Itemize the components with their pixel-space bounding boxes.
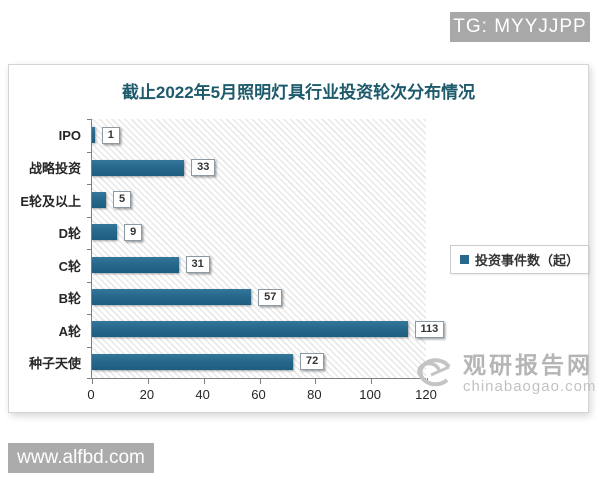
category-label: C轮: [58, 258, 81, 274]
brand-watermark: 观研报告网 chinabaogao.com: [409, 347, 596, 399]
bar-row: 5: [92, 184, 426, 216]
plot-area: 1 33 5 9 31 57 113 72: [87, 119, 445, 384]
value-label: 1: [101, 126, 120, 144]
x-axis-tick: [315, 378, 317, 384]
y-axis-tick: [87, 314, 92, 315]
bar-row: 31: [92, 249, 426, 281]
legend: 投资事件数（起）: [450, 245, 590, 274]
y-axis-tick: [87, 346, 92, 348]
category-label: 战略投资: [28, 161, 81, 177]
x-axis-tick: [259, 378, 261, 384]
category-label: D轮: [58, 226, 81, 242]
bar: [92, 127, 95, 144]
y-axis-tick: [87, 216, 92, 218]
bar-row: 1: [92, 119, 426, 151]
value-label: 57: [258, 288, 283, 306]
y-axis-tick: [87, 378, 92, 379]
chart-panel: 截止2022年5月照明灯具行业投资轮次分布情况 IPO 战略投资 E轮及以上 D轮 C轮…: [8, 64, 595, 413]
bar-row: 9: [92, 216, 426, 248]
telegram-watermark-badge: TG: MYYJJPP: [450, 12, 590, 42]
value-label: 33: [191, 159, 216, 177]
bar: [92, 224, 118, 241]
legend-marker-icon: [460, 255, 469, 264]
bar: [92, 256, 179, 273]
x-axis-tick-labels: 0 20 40 60 80 100 120: [87, 387, 436, 405]
bar-row: 57: [92, 281, 426, 313]
bar: [92, 191, 106, 208]
bar: [92, 289, 252, 306]
chart-title: 截止2022年5月照明灯具行业投资轮次分布情况: [121, 83, 476, 102]
category-label: B轮: [58, 291, 81, 307]
x-axis-tick-label: 120: [415, 387, 437, 402]
bar: [92, 353, 293, 370]
y-axis-tick: [87, 249, 92, 250]
x-axis-tick: [203, 378, 205, 384]
bar: [92, 321, 408, 338]
bar-row: 72: [92, 346, 426, 378]
category-label: IPO: [58, 127, 81, 143]
x-axis-tick: [371, 378, 373, 384]
value-label: 9: [124, 223, 143, 241]
brand-text: 观研报告网 chinabaogao.com: [463, 352, 596, 395]
y-axis-category-labels: IPO 战略投资 E轮及以上 D轮 C轮 B轮 A轮种子天使: [9, 119, 89, 379]
x-axis-tick: [147, 378, 149, 384]
value-label: 31: [185, 256, 210, 274]
category-label: A轮: [58, 323, 81, 339]
brand-domain: chinabaogao.com: [463, 377, 597, 395]
x-axis-tick: [92, 378, 93, 384]
site-watermark-badge: www.alfbd.com: [8, 443, 154, 473]
brand-logo-icon: [417, 358, 451, 387]
x-axis-tick-label: 60: [251, 387, 266, 402]
bar: [92, 159, 185, 176]
y-axis-tick: [87, 119, 92, 120]
x-axis-tick-label: 80: [307, 387, 322, 402]
value-label: 5: [113, 191, 132, 209]
category-label: 种子天使: [28, 356, 81, 372]
value-label: 113: [414, 320, 445, 338]
x-axis-tick-label: 100: [359, 387, 382, 402]
x-axis-tick-label: 20: [139, 387, 155, 402]
x-axis-tick-label: 40: [195, 387, 210, 402]
value-label: 72: [300, 353, 325, 371]
bar-row: 113: [92, 313, 445, 345]
x-axis-tick-label: 0: [87, 387, 95, 402]
category-label: E轮及以上: [20, 193, 81, 209]
y-axis-tick: [87, 151, 92, 153]
legend-label: 投资事件数（起）: [475, 253, 580, 268]
y-axis-tick: [87, 281, 92, 283]
y-axis-tick: [87, 184, 92, 185]
brand-name: 观研报告网: [463, 351, 593, 378]
bar-row: 33: [92, 151, 426, 183]
